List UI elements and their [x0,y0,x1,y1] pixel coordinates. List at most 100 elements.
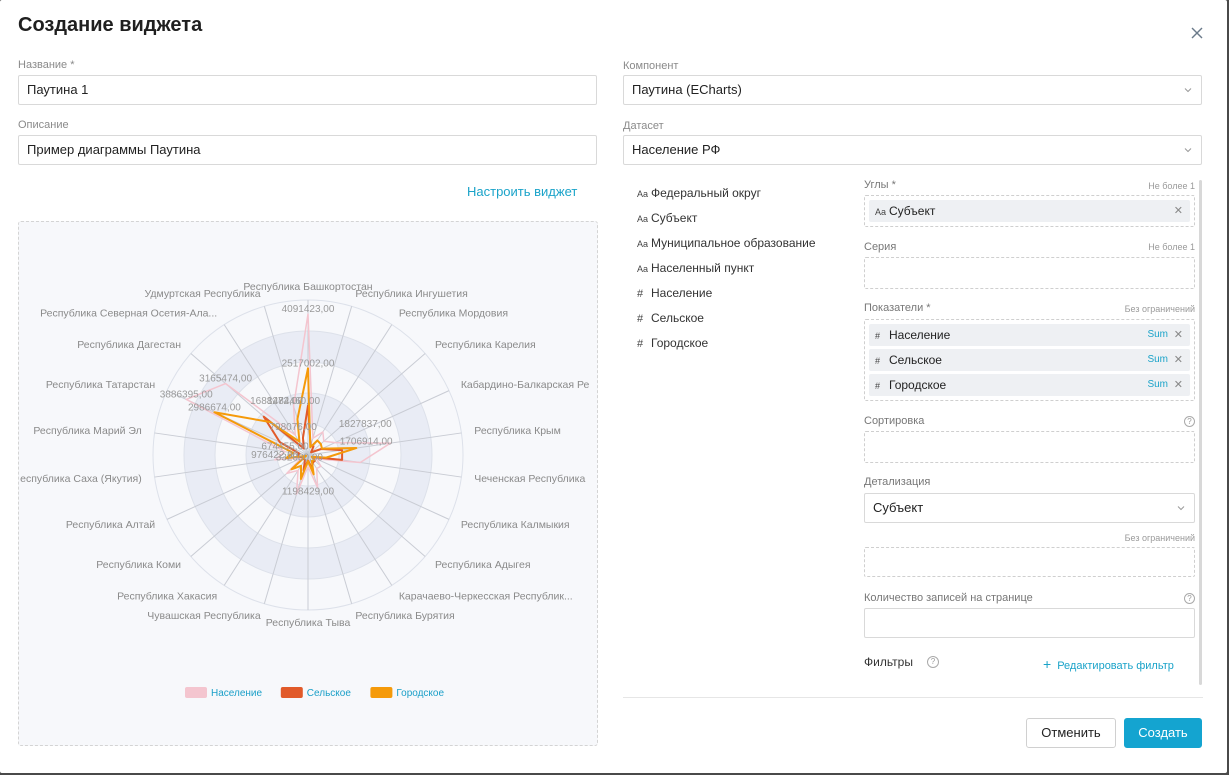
number-type-icon: # [637,313,644,325]
radar-indicator-label: Республика Татарстан [46,379,156,391]
radar-indicator-label: Чеченская Республика [474,473,585,485]
legend-swatch [185,687,207,698]
legend-label: Городское [396,688,444,699]
radar-value-label: 1827837,00 [339,419,392,430]
radar-value-label: 3165474,00 [199,374,252,385]
field-item[interactable]: # Сельское [637,311,704,325]
radar-axis [307,390,450,456]
edit-filter-link[interactable]: + Редактировать фильтр [1043,656,1174,672]
field-item[interactable]: # Городское [637,336,709,350]
help-icon[interactable]: ? [927,656,939,668]
name-input[interactable]: Паутина 1 [18,75,597,105]
remove-icon[interactable]: ✕ [1173,354,1183,366]
chart-preview: Республика Башкортостан Республика Ингуше… [18,221,598,746]
radar-indicator-label: еспублика Саха (Якутия) [20,473,142,485]
radar-value-label: 1706914,00 [340,437,393,448]
field-item[interactable]: Aa Муниципальное образование [637,236,816,250]
radar-axis [307,454,393,586]
text-type-icon: Aa [637,189,649,199]
close-icon[interactable] [1187,23,1207,43]
angles-dropzone[interactable]: Aa Субъект ✕ [864,195,1195,227]
sort-dropzone[interactable] [864,431,1195,463]
sort-label: Сортировка [864,415,925,427]
legend-label: Сельское [307,688,352,699]
aggregation-link[interactable]: Sum [1147,329,1168,340]
radar-indicator-label: Республика Крым [474,425,561,437]
dataset-value: Население РФ [632,142,721,157]
radar-indicator-label: Карачаево-Черкесская Республик... [399,590,573,602]
aggregation-link[interactable]: Sum [1147,354,1168,365]
detail-dropzone[interactable] [864,547,1195,577]
plus-icon: + [1043,656,1052,672]
dataset-select[interactable]: Население РФ [623,135,1202,165]
filters-label: Фильтры [864,655,913,669]
radar-value-label: 674455,00 [261,442,309,453]
radar-value-label: 798076,00 [269,422,317,433]
detail-select[interactable]: Субъект [864,493,1195,523]
detail-hint: Без ограничений [1124,533,1195,543]
create-button[interactable]: Создать [1124,718,1202,748]
radar-axis [307,454,426,557]
help-icon[interactable]: ? [1184,593,1195,604]
text-type-icon: Aa [875,207,887,217]
radar-indicator-label: Республика Адыгея [435,559,531,571]
description-input[interactable]: Пример диаграммы Паутина [18,135,597,165]
radar-axis [223,454,309,586]
aggregation-link[interactable]: Sum [1147,379,1168,390]
page-size-input[interactable] [864,608,1195,638]
radar-series-3 [213,367,358,481]
radar-value-label: 1688272,00 [250,396,303,407]
radar-axis [307,454,450,520]
name-label: Название * [18,59,75,71]
component-value: Паутина (ECharts) [632,82,742,97]
help-icon[interactable]: ? [1184,416,1195,427]
field-item[interactable]: Aa Федеральный округ [637,186,761,200]
series-label: Серия [864,241,897,253]
radar-indicator-label: Республика Карелия [435,339,536,351]
metric-chip[interactable]: # Сельское Sum ✕ [869,349,1190,371]
radar-indicator-label: Республика Ингушетия [355,288,468,300]
metric-chip[interactable]: # Городское Sum ✕ [869,374,1190,396]
radar-value-label: 2517002,00 [282,358,335,369]
radar-axis [307,353,426,456]
radar-indicator-label: Республика Хакасия [117,590,217,602]
radar-axis [263,306,309,456]
metrics-dropzone[interactable]: # Население Sum ✕ # Сельское Sum ✕ # Городс… [864,319,1195,401]
radar-indicator-label: Республика Бурятия [355,610,454,622]
angle-chip[interactable]: Aa Субъект ✕ [869,200,1190,222]
radar-indicator-label: Республика Тыва [266,617,351,629]
chevron-down-icon [1184,88,1192,93]
page-size-label: Количество записей на странице [864,592,1033,604]
remove-icon[interactable]: ✕ [1173,205,1183,217]
radar-value-label: 976422,00 [251,450,299,461]
radar-value-label: 332080,00 [276,452,324,463]
radar-indicator-label: Республика Башкортостан [243,281,372,293]
cancel-button[interactable]: Отменить [1026,718,1116,748]
divider [623,697,1203,698]
radar-value-label: 1198429,00 [282,486,335,497]
radar-indicator-label: Республика Марий Эл [33,425,141,437]
text-type-icon: Aa [637,239,649,249]
radar-value-label: 3886395,00 [160,389,213,400]
series-hint: Не более 1 [1148,242,1195,252]
metrics-label: Показатели * [864,302,931,314]
metric-chip[interactable]: # Население Sum ✕ [869,324,1190,346]
remove-icon[interactable]: ✕ [1173,379,1183,391]
remove-icon[interactable]: ✕ [1173,329,1183,341]
component-select[interactable]: Паутина (ECharts) [623,75,1202,105]
metrics-hint: Без ограничений [1124,304,1195,314]
number-type-icon: # [637,288,644,300]
field-item[interactable]: # Население [637,286,713,300]
radar-indicator-label: Республика Калмыкия [461,519,570,531]
radar-indicator-label: Удмуртская Республика [145,288,261,300]
radar-indicator-label: Республика Коми [96,559,181,571]
scrollbar[interactable] [1199,180,1202,685]
configure-widget-link[interactable]: Настроить виджет [467,184,578,199]
radar-axis [223,324,309,456]
series-dropzone[interactable] [864,257,1195,289]
radar-indicator-label: Республика Дагестан [77,339,181,351]
field-item[interactable]: Aa Населенный пункт [637,261,755,275]
radar-indicator-label: Кабардино-Балкарская Ре [461,379,590,391]
field-item[interactable]: Aa Субъект [637,211,698,225]
